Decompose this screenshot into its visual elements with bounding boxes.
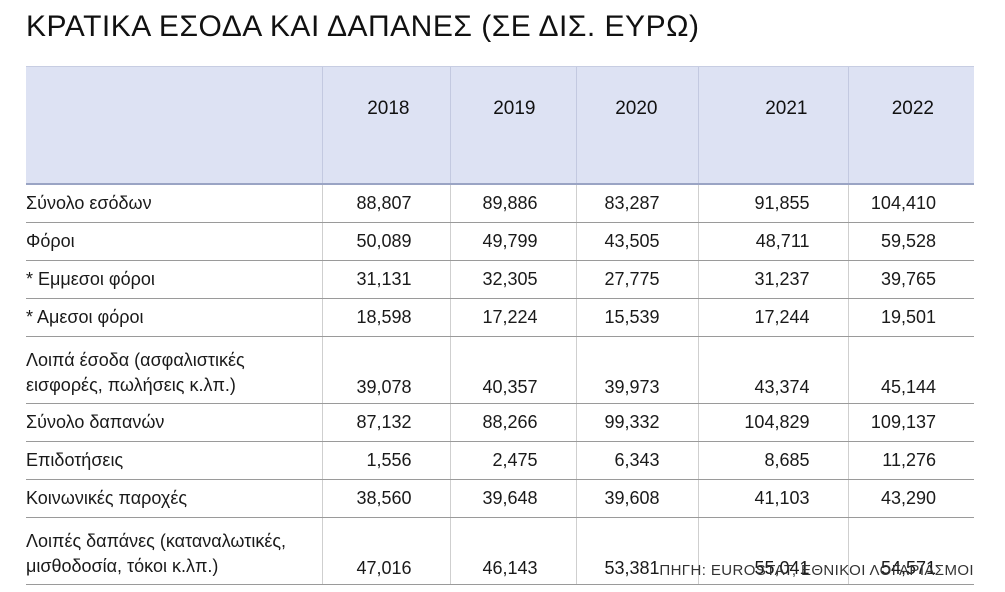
value-cell: 104,829 (697, 403, 848, 442)
value-cell: 54,571 (847, 517, 974, 585)
value-cell: 18,598 (321, 298, 450, 337)
year-header: 2019 (449, 66, 576, 185)
value-cell: 49,799 (449, 222, 576, 261)
row-label: Λοιπές δαπάνες (καταναλωτικές, μισθοδοσί… (26, 517, 322, 585)
value-cell: 39,648 (449, 479, 576, 518)
value-cell: 17,224 (449, 298, 576, 337)
value-cell: 48,711 (697, 222, 848, 261)
value-cell: 43,290 (847, 479, 974, 518)
value-cell: 46,143 (449, 517, 576, 585)
table-row: Λοιπά έσοδα (ασφαλιστικές εισφορές, πωλή… (26, 336, 974, 404)
value-cell: 39,078 (321, 336, 450, 404)
value-cell: 45,144 (847, 336, 974, 404)
value-cell: 83,287 (575, 184, 698, 223)
value-cell: 43,505 (575, 222, 698, 261)
value-cell: 19,501 (847, 298, 974, 337)
row-label: * Εμμεσοι φόροι (26, 260, 322, 299)
value-cell: 50,089 (321, 222, 450, 261)
row-label: Σύνολο εσόδων (26, 184, 322, 223)
value-cell: 91,855 (697, 184, 848, 223)
value-cell: 88,807 (321, 184, 450, 223)
value-cell: 15,539 (575, 298, 698, 337)
value-cell: 109,137 (847, 403, 974, 442)
row-label: Κοινωνικές παροχές (26, 479, 322, 518)
value-cell: 27,775 (575, 260, 698, 299)
value-cell: 53,381 (575, 517, 698, 585)
value-cell: 39,765 (847, 260, 974, 299)
value-cell: 41,103 (697, 479, 848, 518)
year-header: 2022 (847, 66, 974, 185)
header-row: 2018 2019 2020 2021 2022 (26, 66, 974, 185)
table-row: Σύνολο εσόδων 88,807 89,886 83,287 91,85… (26, 184, 974, 223)
table-row: Σύνολο δαπανών 87,132 88,266 99,332 104,… (26, 403, 974, 442)
value-cell: 1,556 (321, 441, 450, 480)
value-cell: 43,374 (697, 336, 848, 404)
row-label: Φόροι (26, 222, 322, 261)
value-cell: 11,276 (847, 441, 974, 480)
table-row: Επιδοτήσεις 1,556 2,475 6,343 8,685 11,2… (26, 441, 974, 480)
value-cell: 55,041 (697, 517, 848, 585)
value-cell: 39,973 (575, 336, 698, 404)
table-row: Λοιπές δαπάνες (καταναλωτικές, μισθοδοσί… (26, 517, 974, 585)
row-label: Λοιπά έσοδα (ασφαλιστικές εισφορές, πωλή… (26, 336, 322, 404)
value-cell: 8,685 (697, 441, 848, 480)
row-label: Επιδοτήσεις (26, 441, 322, 480)
table-row: * Εμμεσοι φόροι 31,131 32,305 27,775 31,… (26, 260, 974, 299)
year-header: 2020 (575, 66, 698, 185)
header-label-cell (26, 66, 322, 185)
page-title: ΚΡΑΤΙΚΑ ΕΣΟΔΑ ΚΑΙ ΔΑΠΑΝΕΣ (ΣΕ ΔΙΣ. ΕΥΡΩ) (26, 10, 700, 43)
table-row: Φόροι 50,089 49,799 43,505 48,711 59,528 (26, 222, 974, 261)
table-row: * Αμεσοι φόροι 18,598 17,224 15,539 17,2… (26, 298, 974, 337)
row-label: Σύνολο δαπανών (26, 403, 322, 442)
source-note: ΠΗΓΗ: EUROSTAT, ΕΘΝΙΚΟΙ ΛΟΓΑΡΙΑΣΜΟΙ (659, 562, 974, 579)
value-cell: 40,357 (449, 336, 576, 404)
value-cell: 31,131 (321, 260, 450, 299)
value-cell: 88,266 (449, 403, 576, 442)
value-cell: 39,608 (575, 479, 698, 518)
row-label: * Αμεσοι φόροι (26, 298, 322, 337)
value-cell: 17,244 (697, 298, 848, 337)
value-cell: 104,410 (847, 184, 974, 223)
value-cell: 59,528 (847, 222, 974, 261)
value-cell: 6,343 (575, 441, 698, 480)
year-header: 2018 (321, 66, 450, 185)
value-cell: 89,886 (449, 184, 576, 223)
revenue-expenditure-table: 2018 2019 2020 2021 2022 Σύνολο εσόδων 8… (26, 66, 974, 585)
year-header: 2021 (697, 66, 848, 185)
table-row: Κοινωνικές παροχές 38,560 39,648 39,608 … (26, 479, 974, 518)
value-cell: 31,237 (697, 260, 848, 299)
value-cell: 38,560 (321, 479, 450, 518)
value-cell: 2,475 (449, 441, 576, 480)
value-cell: 47,016 (321, 517, 450, 585)
value-cell: 99,332 (575, 403, 698, 442)
value-cell: 87,132 (321, 403, 450, 442)
value-cell: 32,305 (449, 260, 576, 299)
